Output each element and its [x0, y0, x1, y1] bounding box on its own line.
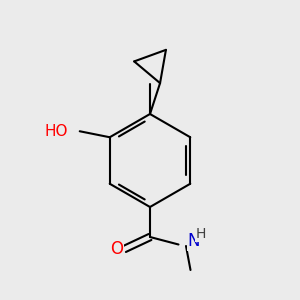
Text: N: N	[188, 232, 200, 250]
Text: HO: HO	[44, 124, 68, 139]
Text: H: H	[196, 227, 206, 241]
Text: O: O	[110, 240, 124, 258]
